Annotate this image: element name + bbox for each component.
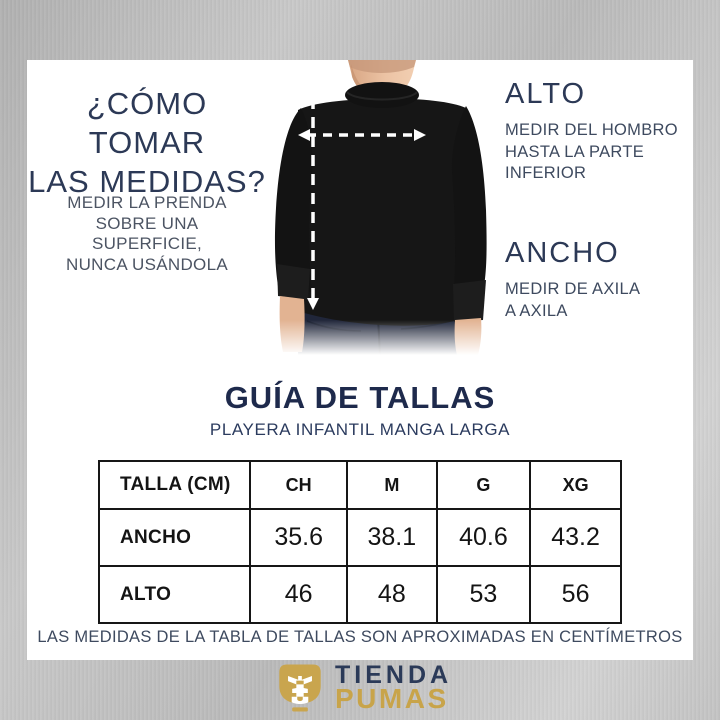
alto-measure-block: ALTO MEDIR DEL HOMBRO HASTA LA PARTE INF… (505, 78, 695, 185)
model-photo (265, 60, 495, 356)
table-header-cell: TALLA (CM) (97, 460, 252, 510)
brand-name-pumas: PUMAS (335, 683, 449, 714)
shirt-right-sleeve (451, 106, 487, 292)
size-guide-subtitle: PLAYERA INFANTIL MANGA LARGA (209, 420, 511, 439)
how-to-measure-instructions: MEDIR LA PRENDA SOBRE UNA SUPERFICIE, NU… (27, 193, 267, 275)
brand-logo: TIENDA PUMAS (277, 663, 452, 713)
ancho-measure-block: ANCHO MEDIR DE AXILA A AXILA (505, 237, 695, 322)
brand-name: TIENDA PUMAS (335, 661, 453, 714)
instruction-line: SUPERFICIE, (91, 234, 203, 253)
brand-name-tienda: TIENDA (335, 661, 453, 689)
table-cell: 56 (529, 565, 622, 624)
ancho-description: MEDIR DE AXILA A AXILA (505, 279, 695, 322)
instruction-line: MEDIR LA PRENDA (67, 193, 227, 212)
alto-measure-arrow-icon (307, 88, 319, 310)
alto-description-line: MEDIR DEL HOMBRO (505, 121, 678, 139)
table-row-ancho: ANCHO 35.6 38.1 40.6 43.2 (97, 508, 622, 567)
how-to-measure-title: ¿CÓMO TOMAR LAS MEDIDAS? (27, 84, 267, 201)
table-cell: 48 (345, 565, 438, 624)
instruction-line: NUNCA USÁNDOLA (66, 254, 228, 274)
shirt-body (298, 98, 466, 326)
size-guide-card: ¿CÓMO TOMAR LAS MEDIDAS? MEDIR LA PRENDA… (27, 60, 693, 660)
ancho-label: ANCHO (505, 237, 620, 269)
table-header-cell: G (435, 460, 532, 510)
how-to-measure-title-line: ¿CÓMO TOMAR (86, 86, 208, 160)
table-cell: 46 (249, 565, 348, 624)
how-to-measure-title-line: LAS MEDIDAS? (28, 164, 266, 199)
table-cell: 40.6 (435, 508, 532, 567)
alto-description-line: HASTA LA PARTE (505, 142, 645, 161)
size-guide-title: GUÍA DE TALLAS (224, 380, 496, 415)
shirt-collar (345, 82, 419, 108)
alto-label: ALTO (505, 78, 587, 110)
alto-description: MEDIR DEL HOMBRO HASTA LA PARTE INFERIOR (505, 120, 695, 185)
table-cell: 53 (435, 565, 532, 624)
alto-description-line: INFERIOR (505, 164, 587, 182)
size-table-header-row: TALLA (CM) CH M G XG (97, 460, 622, 510)
ancho-description-line: MEDIR DE AXILA (505, 280, 641, 298)
size-table-footnote: LAS MEDIDAS DE LA TABLA DE TALLAS SON AP… (37, 628, 683, 646)
table-row-label: ANCHO (97, 508, 252, 567)
shirt-left-sleeve (274, 108, 313, 292)
table-cell: 35.6 (249, 508, 348, 567)
table-cell: 43.2 (529, 508, 622, 567)
table-header-cell: M (345, 460, 438, 510)
ancho-description-line: A AXILA (505, 301, 568, 320)
instruction-line: SOBRE UNA (95, 213, 199, 233)
table-header-cell: CH (249, 460, 348, 510)
table-cell: 38.1 (345, 508, 438, 567)
table-header-cell: XG (529, 460, 622, 510)
size-table: TALLA (CM) CH M G XG ANCHO 35.6 38.1 40.… (97, 460, 622, 624)
table-row-alto: ALTO 46 48 53 56 (97, 565, 622, 624)
table-row-label: ALTO (97, 565, 252, 624)
ancho-measure-arrow-icon (298, 129, 426, 141)
pumas-logo-icon (279, 664, 321, 712)
